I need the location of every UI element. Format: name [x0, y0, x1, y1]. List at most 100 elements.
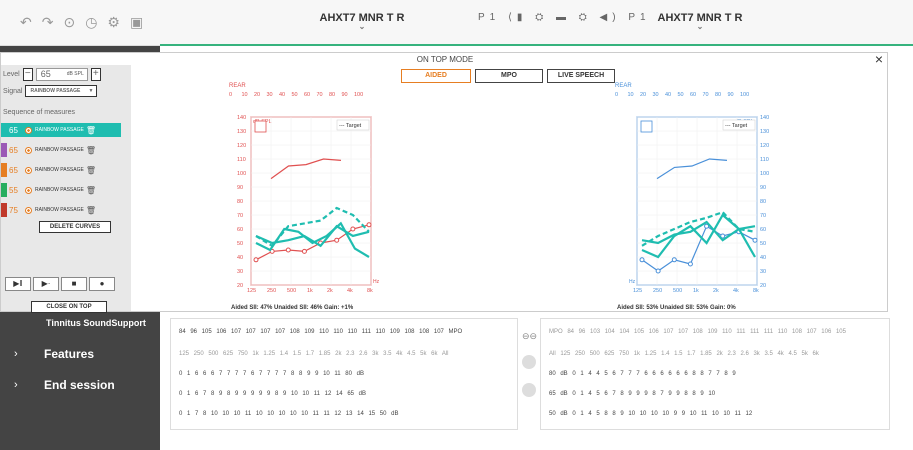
- data-point: [366, 222, 372, 228]
- data-point: [301, 248, 307, 254]
- color-swatch: [1, 123, 7, 137]
- sync-button[interactable]: [522, 355, 536, 369]
- image-icon[interactable]: ▣: [129, 14, 144, 30]
- close-icon[interactable]: ×: [874, 51, 883, 67]
- table-row: 84 96 105 106 107 107 107 107 108 109 11…: [179, 329, 463, 335]
- left-device-label[interactable]: AHXT7 MNR T R ⌄: [640, 12, 760, 31]
- y-tick-label: 130: [760, 129, 769, 135]
- playback-controls: ▶‖ ▶· ■ ●: [5, 277, 115, 291]
- trash-icon[interactable]: 🗑: [85, 145, 96, 155]
- level-increase-button[interactable]: +: [90, 68, 101, 81]
- trash-icon[interactable]: 🗑: [85, 125, 96, 135]
- y-tick-label: 90: [237, 185, 243, 191]
- toolbar-icons: ↶ ↷ ⊙ ◷ ⚙ ▣: [20, 14, 143, 31]
- sequence-label: RAINBOW PASSAGE: [35, 207, 84, 213]
- gear-icon[interactable]: ⚙: [107, 14, 120, 30]
- list-item[interactable]: 65 RAINBOW PASSAGE 🗑: [1, 143, 121, 157]
- y-tick-label: 40: [760, 255, 766, 261]
- close-on-top-button[interactable]: CLOSE ON TOP: [31, 301, 107, 313]
- top-tick-label: 0: [229, 92, 232, 98]
- series-line: [255, 224, 370, 248]
- triangle-down-icon: ▼: [88, 88, 94, 94]
- undo-icon[interactable]: ↶: [20, 14, 32, 30]
- y-tick-label: 40: [237, 255, 243, 261]
- signal-select[interactable]: RAINBOW PASSAGE ▼: [25, 85, 98, 97]
- legend-label: --- Target: [725, 123, 748, 129]
- delete-curves-button[interactable]: DELETE CURVES: [39, 221, 111, 233]
- target-icon[interactable]: ⊙: [63, 14, 76, 30]
- tab-live-speech[interactable]: LIVE SPEECH: [547, 69, 615, 83]
- top-tick-label: 80: [329, 92, 335, 98]
- sequence-title: Sequence of measures: [3, 109, 75, 116]
- y-tick-label: 20: [237, 283, 243, 289]
- top-tick-label: 90: [342, 92, 348, 98]
- record-icon: [25, 186, 32, 194]
- tab-mpo[interactable]: MPO: [475, 69, 543, 83]
- modal-title: ON TOP MODE: [416, 55, 474, 64]
- y-tick-label: 140: [237, 115, 246, 121]
- x-tick-label: 125: [633, 288, 642, 294]
- data-point: [253, 257, 259, 263]
- sync-button[interactable]: [522, 383, 536, 397]
- redo-icon[interactable]: ↷: [41, 14, 54, 30]
- top-tick-label: 60: [690, 92, 696, 98]
- y-tick-label: 20: [760, 283, 766, 289]
- x-tick-label: 2k: [713, 288, 719, 294]
- x-tick-label: 8k: [753, 288, 759, 294]
- top-tick-label: 30: [267, 92, 273, 98]
- right-device-label[interactable]: AHXT7 MNR T R ⌄: [302, 12, 422, 31]
- y-tick-label: 70: [760, 213, 766, 219]
- x-tick-label: 1k: [693, 288, 699, 294]
- sequence-label: RAINBOW PASSAGE: [35, 147, 84, 153]
- trash-icon[interactable]: 🗑: [85, 165, 96, 175]
- left-ear-chart: REAR0102030405060708090100dB SPL14013012…: [615, 83, 769, 311]
- stop-icon[interactable]: ■: [61, 277, 87, 291]
- y-tick-label: 130: [237, 129, 246, 135]
- y-tick-label: 60: [237, 227, 243, 233]
- play-pause-icon[interactable]: ▶‖: [5, 277, 31, 291]
- chevron-down-icon: ⌄: [696, 22, 704, 31]
- series-line: [641, 225, 756, 272]
- data-point: [720, 233, 726, 239]
- table-row: 80 dB 0 1 4 4 5 6 7 7 7 6 6 6 6 6 6 8 8 …: [549, 371, 736, 377]
- x-tick-label: 500: [673, 288, 682, 294]
- level-decrease-button[interactable]: −: [22, 68, 33, 81]
- x-tick-label: 250: [653, 288, 662, 294]
- table-row: 125 250 500 625 750 1k 1.25 1.4 1.5 1.7 …: [179, 351, 449, 357]
- sidebar-item-features[interactable]: Features: [44, 347, 95, 361]
- list-item[interactable]: 75 RAINBOW PASSAGE 🗑: [1, 203, 121, 217]
- y-tick-label: 90: [760, 185, 766, 191]
- record-icon[interactable]: ●: [89, 277, 115, 291]
- list-item[interactable]: 55 RAINBOW PASSAGE 🗑: [1, 183, 121, 197]
- table-row: MPO 84 96 103 104 104 105 106 107 107 10…: [549, 329, 846, 335]
- series-line: [641, 220, 756, 245]
- top-tick-label: 30: [653, 92, 659, 98]
- level-input[interactable]: 65 dB SPL: [35, 68, 88, 81]
- sidebar-item-end-session[interactable]: End session: [44, 378, 115, 392]
- signal-label: Signal: [3, 87, 23, 95]
- data-point: [334, 237, 340, 243]
- link-icon[interactable]: ⊖⊖: [522, 331, 538, 341]
- sequence-label: RAINBOW PASSAGE: [35, 127, 84, 133]
- table-row: All 125 250 500 625 750 1k 1.25 1.4 1.5 …: [549, 351, 819, 357]
- y-tick-label: 30: [237, 269, 243, 275]
- clock-icon[interactable]: ◷: [85, 14, 98, 30]
- series-line: [255, 224, 370, 261]
- control-panel: Level − 65 dB SPL + Signal RAINBOW PASSAG…: [1, 65, 131, 313]
- y-tick-label: 140: [760, 115, 769, 121]
- y-tick-label: 110: [237, 157, 246, 163]
- chart-title: REAR: [229, 83, 246, 89]
- tab-aided[interactable]: AIDED: [401, 69, 471, 83]
- chart-footer: Aided SII: 47% Unaided SII: 46% Gain: +1…: [231, 305, 354, 311]
- series-line: [656, 158, 728, 180]
- list-item[interactable]: 65 RAINBOW PASSAGE 🗑: [1, 163, 121, 177]
- trash-icon[interactable]: 🗑: [85, 185, 96, 195]
- y-tick-label: 60: [760, 227, 766, 233]
- x-tick-label: 8k: [367, 288, 373, 294]
- sidebar-item-tinnitus[interactable]: Tinnitus SoundSupport: [46, 318, 146, 328]
- play-next-icon[interactable]: ▶·: [33, 277, 59, 291]
- trash-icon[interactable]: 🗑: [85, 205, 96, 215]
- record-icon: [25, 166, 32, 174]
- top-tick-label: 20: [254, 92, 260, 98]
- list-item[interactable]: 65 RAINBOW PASSAGE 🗑: [1, 123, 121, 137]
